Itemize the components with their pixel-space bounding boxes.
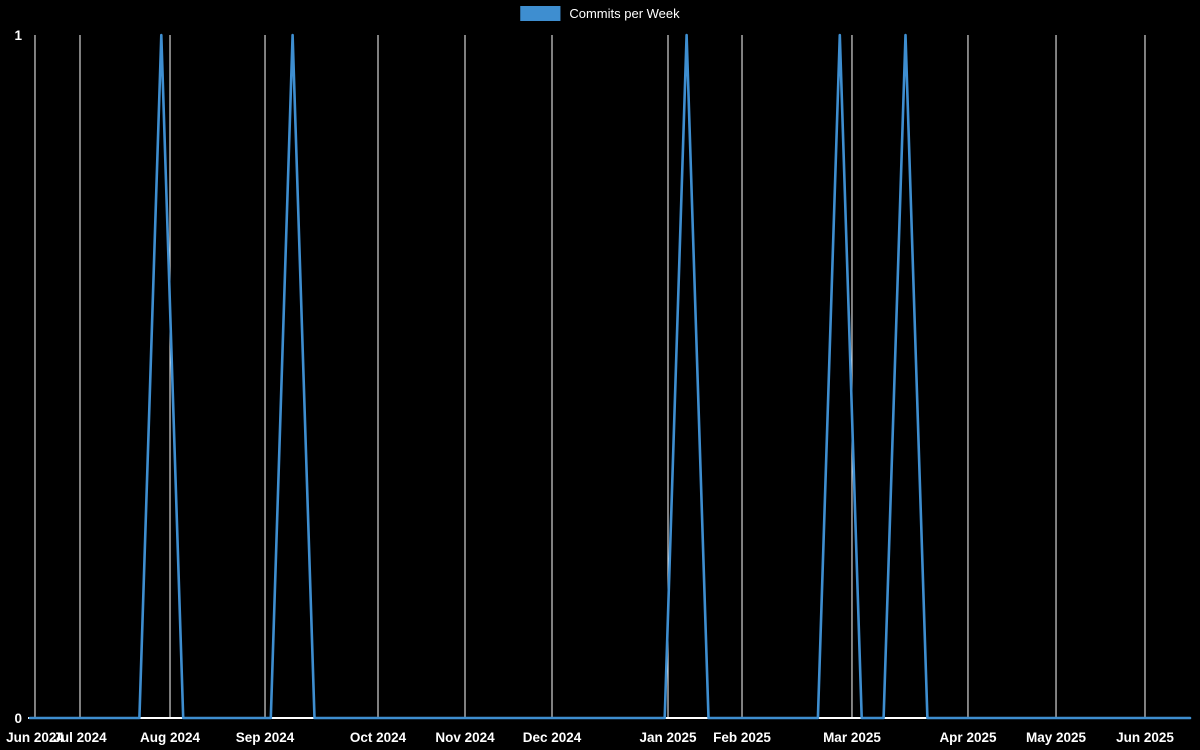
x-tick-label: May 2025 (1026, 730, 1087, 745)
y-tick-label: 0 (14, 711, 22, 726)
x-tick-label: Jun 2025 (1116, 730, 1174, 745)
x-tick-label: Jan 2025 (639, 730, 697, 745)
x-tick-label: Apr 2025 (939, 730, 997, 745)
x-tick-label: Sep 2024 (236, 730, 295, 745)
x-tick-label: Mar 2025 (823, 730, 881, 745)
x-tick-label: Oct 2024 (350, 730, 407, 745)
x-tick-label: Jun 2024 (6, 730, 64, 745)
legend-swatch-icon (520, 6, 561, 21)
x-tick-label: Dec 2024 (523, 730, 582, 745)
legend[interactable]: Commits per Week (520, 6, 680, 21)
y-tick-label: 1 (14, 28, 22, 43)
x-tick-label: Feb 2025 (713, 730, 771, 745)
commits-line-series (28, 33, 1192, 720)
x-tick-label: Nov 2024 (435, 730, 495, 745)
x-tick-label: Jul 2024 (53, 730, 107, 745)
legend-label: Commits per Week (569, 6, 680, 21)
x-tick-label: Aug 2024 (140, 730, 201, 745)
